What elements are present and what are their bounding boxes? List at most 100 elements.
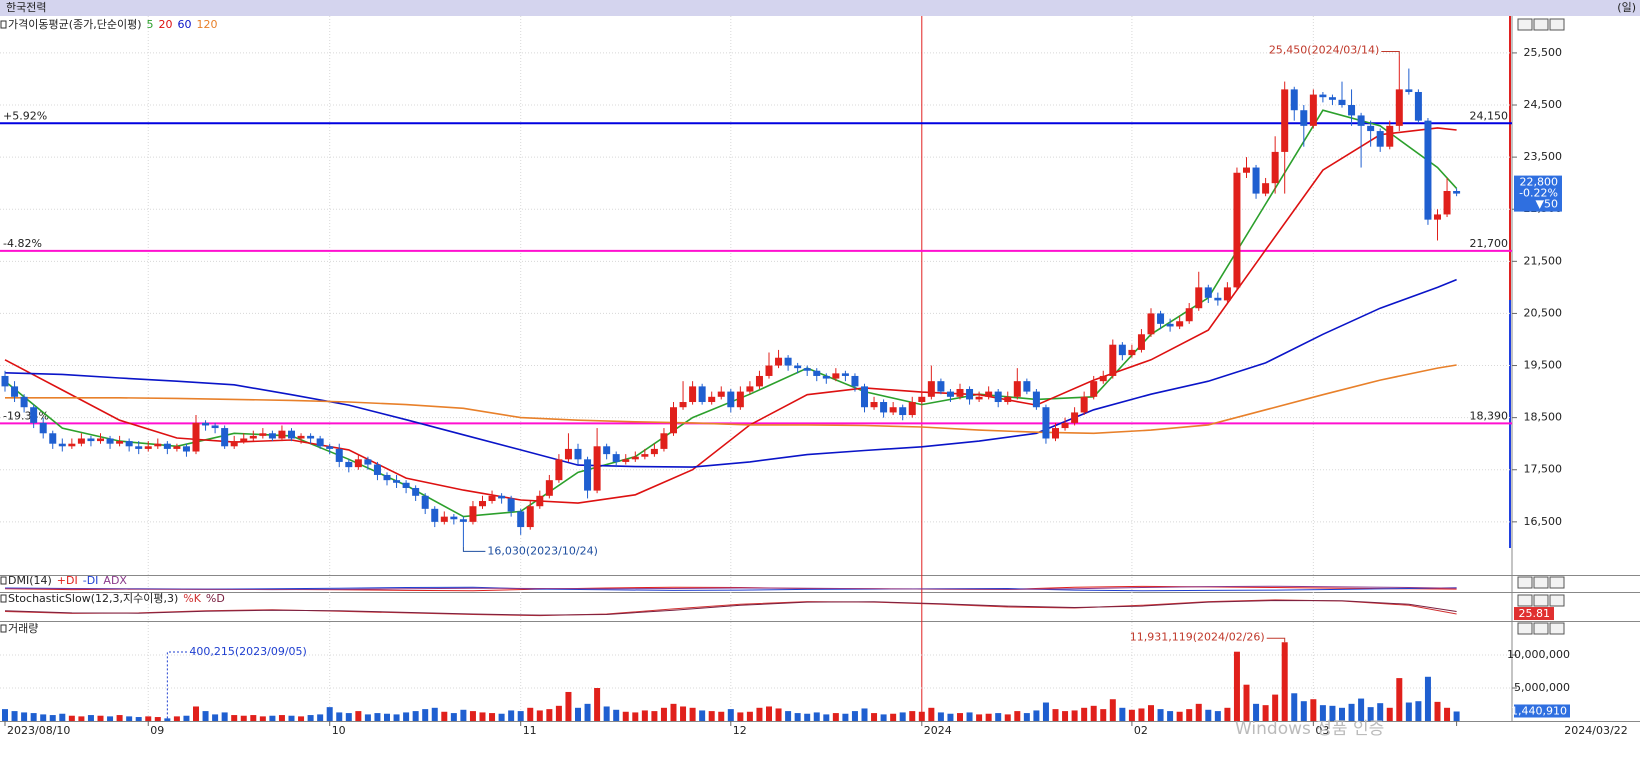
candle-body: [345, 461, 353, 468]
volume-bar: [861, 708, 868, 721]
volume-bar: [1434, 701, 1441, 721]
volume-bar: [116, 715, 123, 721]
candle-body: [402, 482, 410, 488]
candle-body: [297, 435, 305, 439]
candle-body: [1424, 120, 1432, 220]
panel-button[interactable]: [1549, 576, 1565, 589]
volume-bar: [403, 712, 410, 721]
candle-body: [192, 422, 200, 452]
candle-body: [39, 422, 47, 434]
current-value: 1,440,910: [1511, 704, 1567, 717]
volume-bar: [1319, 705, 1326, 721]
volume-bar: [212, 714, 219, 721]
panel-button[interactable]: [1549, 18, 1565, 31]
panel-button[interactable]: [1533, 594, 1549, 607]
volume-bar: [1367, 707, 1374, 721]
candle-body: [479, 501, 486, 507]
candle-body: [1147, 313, 1155, 335]
volume-bar: [336, 712, 343, 721]
candle-body: [1099, 375, 1107, 382]
candle-body: [660, 433, 668, 449]
panel-button[interactable]: [1517, 18, 1533, 31]
volume-bar: [785, 711, 792, 721]
volume-bar: [1014, 711, 1021, 721]
candle-body: [116, 441, 124, 444]
panel-button[interactable]: [1533, 576, 1549, 589]
title-bar: [0, 0, 1640, 16]
volume-bar: [1004, 714, 1011, 721]
candle-body: [612, 454, 620, 462]
candle-body: [1204, 287, 1212, 298]
volume-bar: [1405, 702, 1412, 721]
volume-bar: [957, 713, 963, 721]
volume-bar: [1396, 678, 1403, 721]
volume-bar: [269, 715, 276, 721]
volume-bar: [775, 708, 782, 721]
candle-body: [1195, 287, 1203, 309]
volume-bar: [441, 711, 448, 721]
volume-bar: [1138, 708, 1145, 721]
marker-leader: [1266, 637, 1286, 643]
candle-body: [975, 396, 983, 400]
panel-button[interactable]: [1517, 622, 1533, 635]
candle-body: [1166, 323, 1174, 327]
indicator-line: [4, 599, 1457, 617]
candle-body: [11, 386, 19, 397]
candle-body: [1386, 125, 1394, 147]
volume-bar: [1358, 698, 1365, 721]
candle-body: [822, 375, 830, 379]
candle-body: [173, 446, 181, 449]
candle-body: [746, 386, 754, 392]
volume-bar: [1339, 707, 1345, 721]
candle-body: [698, 386, 706, 403]
volume-bar: [737, 712, 744, 721]
volume-bar: [164, 718, 171, 721]
volume-bar: [536, 710, 543, 721]
panel-button[interactable]: [1517, 594, 1533, 607]
y-tick-label: 25,500: [1524, 46, 1563, 59]
x-tick-label: 2023/08/10: [7, 724, 70, 737]
period-label: (일): [1617, 0, 1636, 14]
panel-button[interactable]: [1533, 18, 1549, 31]
panel-button[interactable]: [1533, 622, 1549, 635]
volume-bar: [1415, 701, 1422, 721]
current-value-box: [1514, 607, 1554, 621]
volume-bar: [918, 711, 925, 721]
volume-bar: [1033, 710, 1040, 721]
volume-bar: [1157, 709, 1164, 721]
candle-body: [803, 368, 811, 371]
volume-bar: [326, 707, 333, 721]
candle-body: [584, 459, 592, 491]
panel-button[interactable]: [1549, 594, 1565, 607]
candle-body: [230, 441, 238, 447]
volume-bar: [431, 707, 438, 721]
legend-entry: %D: [206, 592, 225, 605]
candle-body: [1052, 428, 1059, 439]
reference-pct: -19.34%: [3, 409, 49, 422]
volume-bar: [976, 714, 983, 721]
candle-body: [211, 425, 219, 429]
volume-bar: [1224, 707, 1231, 721]
volume-bar: [126, 716, 133, 721]
candle-body: [1080, 396, 1088, 413]
candle-body: [670, 407, 677, 434]
panel-button[interactable]: [1549, 622, 1565, 635]
candle-body: [1233, 172, 1241, 288]
volume-bar: [221, 712, 228, 721]
candle-body: [1090, 381, 1098, 397]
panel-button[interactable]: [1517, 576, 1533, 589]
volume-bar: [97, 715, 104, 721]
volume-bar: [823, 714, 830, 721]
candle-body: [1128, 349, 1136, 356]
legend-entry: DMI(14): [8, 574, 52, 587]
y-tick-label: 5,000,000: [1514, 681, 1570, 694]
y-tick-label: 19,500: [1524, 359, 1563, 372]
volume-bar: [871, 713, 878, 721]
volume-bar: [1090, 705, 1097, 721]
volume-bar: [660, 707, 667, 721]
legend-entry: +DI: [57, 574, 78, 587]
volume-bar: [59, 713, 66, 721]
volume-bar: [30, 713, 37, 721]
volume-bar: [909, 711, 916, 721]
volume-bar: [1243, 684, 1250, 721]
